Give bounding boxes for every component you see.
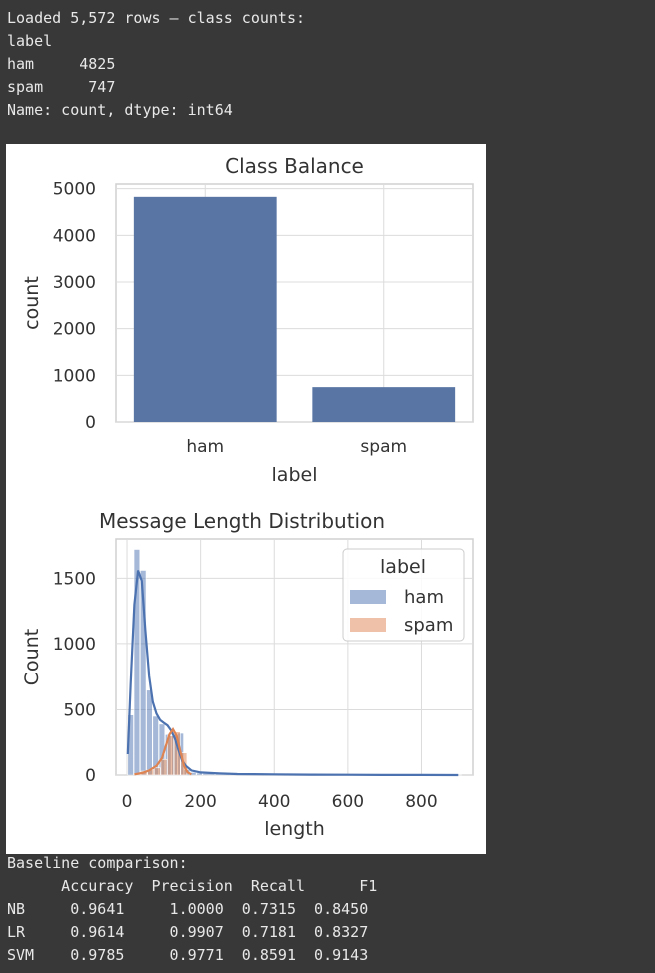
legend: label ham spam — [342, 548, 465, 642]
y-axis-label: count — [21, 276, 43, 330]
y-tick-label: 500 — [64, 700, 96, 720]
histogram-bar — [167, 735, 174, 776]
x-axis-label: label — [272, 464, 318, 486]
legend-swatch-ham — [350, 590, 386, 604]
histogram-bar — [160, 758, 168, 776]
x-tick-label: 0 — [122, 792, 133, 812]
baseline-comparison-output: Baseline comparison: Accuracy Precision … — [7, 852, 377, 967]
length-distribution-figure: 0 500 1000 1500 0 200 400 600 800 Message Length … — [6, 499, 486, 854]
y-tick-label: 1000 — [53, 366, 96, 386]
x-tick-label: 200 — [184, 792, 216, 812]
x-tick-label: 800 — [405, 792, 437, 812]
output-line: Baseline comparison: — [7, 854, 188, 872]
x-tick-label: ham — [186, 437, 224, 457]
class-balance-figure: 0 1000 2000 3000 4000 5000 ham spam Class Balanc… — [6, 144, 486, 499]
kde-line-spam — [134, 727, 192, 776]
y-tick-label: 5000 — [53, 180, 96, 200]
output-line: label — [7, 32, 53, 50]
x-tick-label: 400 — [258, 792, 290, 812]
y-tick-label: 1500 — [53, 569, 96, 589]
chart-title: Message Length Distribution — [99, 509, 385, 533]
output-line: SVM 0.9785 0.9771 0.8591 0.9143 — [7, 946, 369, 964]
dataset-summary-output: Loaded 5,572 rows — class counts: label … — [7, 7, 305, 122]
output-line: NB 0.9641 1.0000 0.7315 0.8450 — [7, 900, 369, 918]
output-line: Accuracy Precision Recall F1 — [7, 877, 378, 895]
class-balance-chart: 0 1000 2000 3000 4000 5000 ham spam Class Balanc… — [21, 154, 474, 486]
legend-title: label — [380, 556, 426, 578]
legend-swatch-spam — [350, 618, 386, 632]
length-distribution-chart: 0 500 1000 1500 0 200 400 600 800 Message Length … — [21, 509, 474, 840]
y-tick-label: 0 — [85, 413, 96, 433]
y-tick-label: 3000 — [53, 273, 96, 293]
chart-title: Class Balance — [225, 154, 364, 178]
y-tick-label: 4000 — [53, 226, 96, 246]
bar-ham — [133, 196, 277, 422]
y-tick-label: 2000 — [53, 320, 96, 340]
y-tick-label: 1000 — [53, 635, 96, 655]
output-line: Loaded 5,572 rows — class counts: — [7, 9, 306, 27]
output-line: LR 0.9614 0.9907 0.7181 0.8327 — [7, 923, 369, 941]
legend-label-ham: ham — [404, 587, 444, 608]
y-tick-label: 0 — [85, 766, 96, 786]
histogram-bar — [153, 767, 161, 776]
x-tick-label: spam — [360, 437, 407, 457]
output-line: spam 747 — [7, 78, 116, 96]
output-line: ham 4825 — [7, 55, 116, 73]
x-tick-label: 600 — [332, 792, 364, 812]
output-line: Name: count, dtype: int64 — [7, 101, 233, 119]
kde-line-ham — [126, 570, 459, 777]
legend-label-spam: spam — [404, 615, 453, 636]
bar-spam — [312, 387, 456, 422]
histogram-bar — [146, 689, 153, 776]
x-axis-label: length — [264, 818, 325, 840]
y-axis-label: Count — [21, 629, 43, 685]
